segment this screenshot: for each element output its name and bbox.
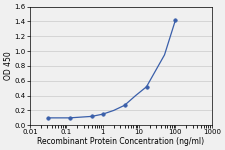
X-axis label: Recombinant Protein Concentration (ng/ml): Recombinant Protein Concentration (ng/ml… [37, 137, 205, 146]
Y-axis label: OD 450: OD 450 [4, 52, 13, 80]
